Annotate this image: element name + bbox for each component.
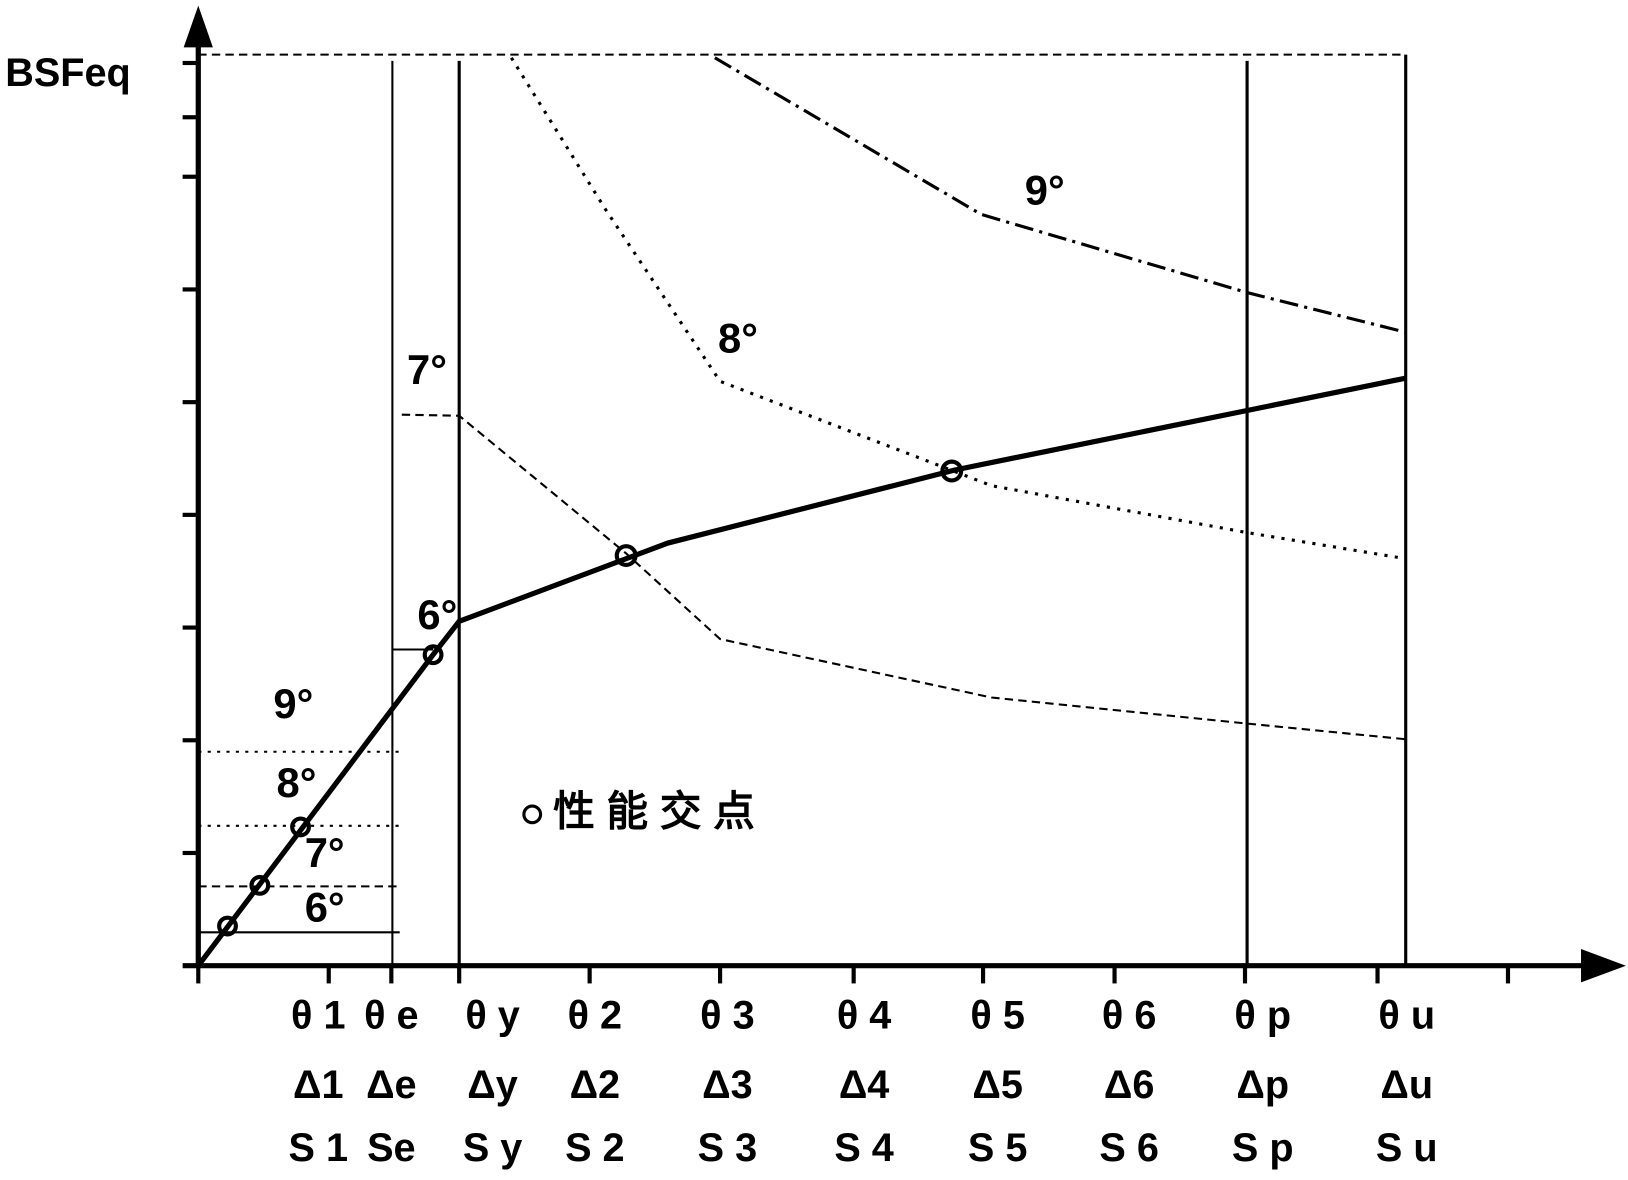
x-label: θ 6 bbox=[1102, 993, 1157, 1037]
level-label: 7° bbox=[305, 829, 345, 876]
curve-8 bbox=[511, 58, 1405, 559]
x-label: S 2 bbox=[565, 1126, 625, 1170]
y-axis-label: BSFeq bbox=[5, 51, 131, 95]
curve-label: 8° bbox=[718, 315, 758, 362]
x-label: S u bbox=[1376, 1126, 1438, 1170]
x-label: S 6 bbox=[1099, 1126, 1159, 1170]
legend-marker bbox=[524, 806, 541, 823]
x-label: S 4 bbox=[834, 1126, 894, 1170]
x-label: S y bbox=[463, 1126, 523, 1170]
x-label: θ e bbox=[364, 993, 418, 1037]
frame bbox=[183, 32, 1592, 966]
x-label: S 3 bbox=[698, 1126, 758, 1170]
x-label: Δ6 bbox=[1104, 1063, 1155, 1107]
labels: 9° 8° 7° 6° 9° 8° 7° 6° θ 1 Δ1 S 1 θ e Δe Se θ y Δy S y θ… bbox=[273, 166, 1437, 1169]
x-label: Δ2 bbox=[570, 1063, 621, 1107]
ticks bbox=[183, 63, 1508, 983]
x-label: Δe bbox=[366, 1063, 417, 1107]
x-label: θ 5 bbox=[970, 993, 1025, 1037]
x-label: θ 3 bbox=[700, 993, 755, 1037]
x-label: Δ4 bbox=[839, 1063, 890, 1107]
curve-7 bbox=[402, 415, 1406, 740]
x-label: θ y bbox=[465, 993, 520, 1037]
x-label: θ 2 bbox=[568, 993, 623, 1037]
x-label: θ 1 bbox=[291, 993, 346, 1037]
capacity-curve bbox=[198, 378, 1405, 966]
legend-text: 性 能 交 点 bbox=[553, 787, 755, 834]
x-label: Δ5 bbox=[972, 1063, 1023, 1107]
x-label: S 5 bbox=[968, 1126, 1028, 1170]
x-label: S p bbox=[1232, 1126, 1294, 1170]
x-label: θ p bbox=[1234, 993, 1291, 1037]
y-arrow bbox=[184, 6, 213, 48]
x-label: Δy bbox=[467, 1063, 518, 1107]
x-label: Se bbox=[367, 1126, 416, 1170]
x-label: Δ3 bbox=[702, 1063, 753, 1107]
curve-label: 6° bbox=[417, 591, 457, 638]
x-label: θ 4 bbox=[837, 993, 892, 1037]
level-label: 6° bbox=[305, 883, 345, 930]
diagram: BSFeq 性 能 交 点 9° 8° 7° 6° 9° 8° 7° 6° θ 1 Δ1 S 1 θ … bbox=[0, 0, 1628, 1180]
x-label: S 1 bbox=[289, 1126, 349, 1170]
x-label: Δ1 bbox=[293, 1063, 344, 1107]
level-label: 8° bbox=[277, 759, 317, 806]
x-label: Δp bbox=[1236, 1063, 1289, 1107]
x-arrow bbox=[1581, 949, 1626, 982]
x-label: θ u bbox=[1378, 993, 1435, 1037]
curve-label: 7° bbox=[407, 346, 447, 393]
level-label: 9° bbox=[273, 680, 313, 727]
x-label: Δu bbox=[1380, 1063, 1433, 1107]
curve-label: 9° bbox=[1025, 166, 1065, 213]
